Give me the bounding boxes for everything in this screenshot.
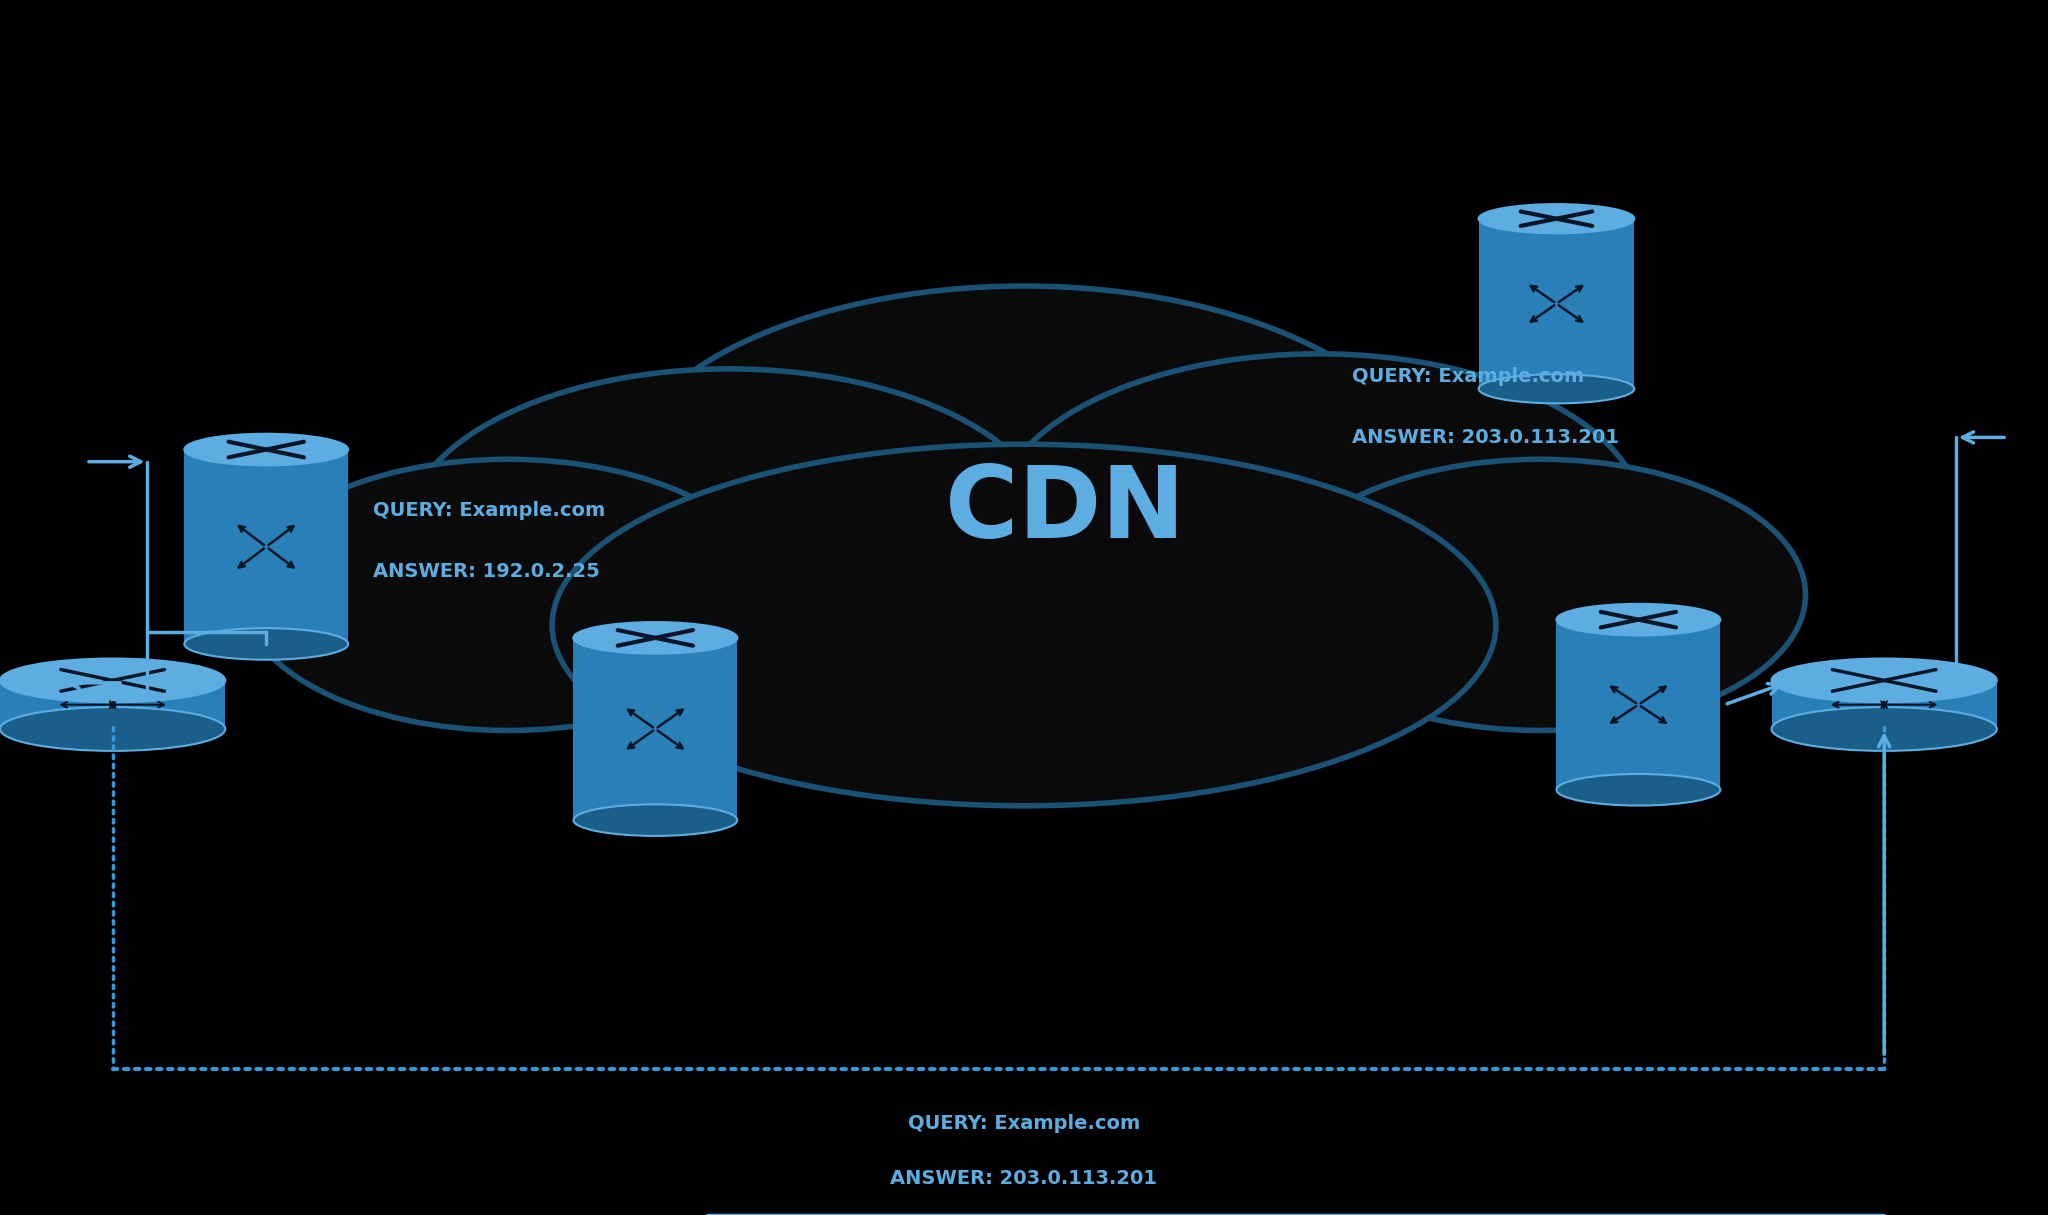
Ellipse shape — [0, 707, 225, 751]
Ellipse shape — [1772, 707, 1997, 751]
Ellipse shape — [573, 804, 737, 836]
Polygon shape — [0, 680, 225, 729]
Text: CDN: CDN — [944, 462, 1186, 559]
Ellipse shape — [1556, 604, 1720, 635]
Ellipse shape — [995, 354, 1642, 685]
Ellipse shape — [1772, 659, 1997, 702]
Ellipse shape — [184, 434, 348, 465]
Ellipse shape — [0, 659, 225, 702]
Polygon shape — [573, 638, 737, 820]
Ellipse shape — [242, 459, 774, 730]
Text: ANSWER: 192.0.2.25: ANSWER: 192.0.2.25 — [373, 561, 600, 581]
Polygon shape — [1772, 680, 1997, 729]
Ellipse shape — [184, 628, 348, 660]
Ellipse shape — [1479, 374, 1634, 403]
Polygon shape — [1556, 620, 1720, 790]
Text: ANSWER: 203.0.113.201: ANSWER: 203.0.113.201 — [1352, 428, 1618, 447]
Text: QUERY: Example.com: QUERY: Example.com — [1352, 367, 1583, 386]
Polygon shape — [184, 450, 348, 644]
Ellipse shape — [553, 445, 1495, 806]
Ellipse shape — [1274, 459, 1806, 730]
Polygon shape — [1479, 219, 1634, 389]
Ellipse shape — [1556, 774, 1720, 806]
Ellipse shape — [1479, 204, 1634, 233]
Ellipse shape — [573, 622, 737, 654]
Text: ANSWER: 203.0.113.201: ANSWER: 203.0.113.201 — [891, 1169, 1157, 1188]
Text: QUERY: Example.com: QUERY: Example.com — [907, 1114, 1141, 1134]
Text: QUERY: Example.com: QUERY: Example.com — [373, 501, 604, 520]
Ellipse shape — [610, 286, 1438, 708]
Ellipse shape — [406, 369, 1053, 700]
